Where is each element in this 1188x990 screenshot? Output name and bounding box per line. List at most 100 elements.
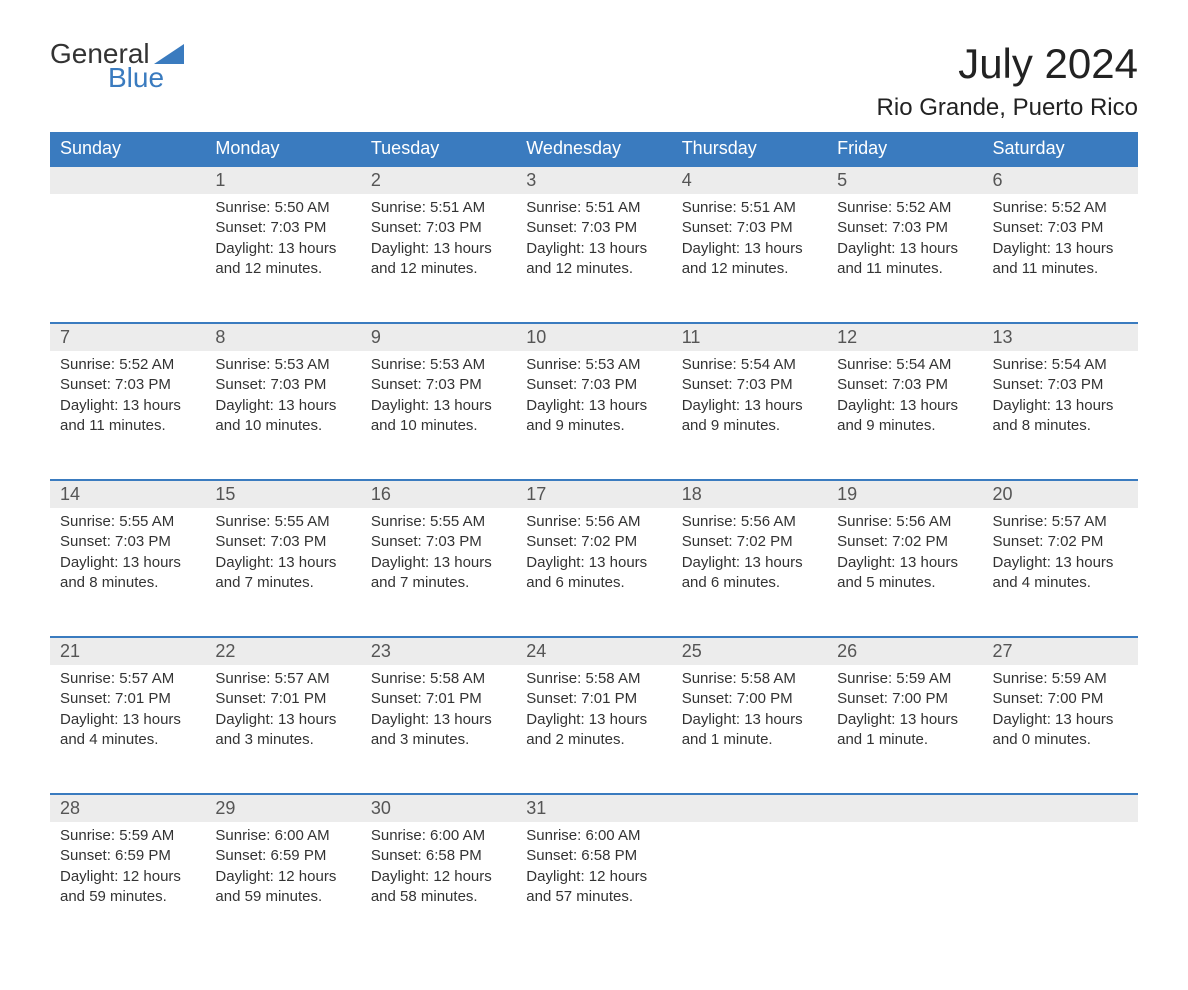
calendar-data-cell: Sunrise: 5:55 AMSunset: 7:03 PMDaylight:… [205,508,360,637]
calendar-data-cell: Sunrise: 5:58 AMSunset: 7:00 PMDaylight:… [672,665,827,794]
calendar-cell: 8 [205,323,360,351]
weekday-header: Friday [827,132,982,166]
calendar-data-cell: Sunrise: 5:56 AMSunset: 7:02 PMDaylight:… [672,508,827,637]
day-number: 25 [672,638,827,665]
day-data: Sunrise: 5:58 AMSunset: 7:01 PMDaylight:… [361,665,516,760]
calendar-data-cell: Sunrise: 5:57 AMSunset: 7:02 PMDaylight:… [983,508,1138,637]
day-data: Sunrise: 5:52 AMSunset: 7:03 PMDaylight:… [50,351,205,446]
calendar-data-cell: Sunrise: 5:51 AMSunset: 7:03 PMDaylight:… [672,194,827,323]
calendar-cell: 13 [983,323,1138,351]
calendar-cell: 31 [516,794,671,822]
daynum-row: 78910111213 [50,323,1138,351]
calendar-data-cell: Sunrise: 5:58 AMSunset: 7:01 PMDaylight:… [361,665,516,794]
calendar-cell: 24 [516,637,671,665]
day-data: Sunrise: 5:54 AMSunset: 7:03 PMDaylight:… [827,351,982,446]
calendar-cell: 7 [50,323,205,351]
day-number: 28 [50,795,205,822]
calendar-cell [50,166,205,194]
day-data: Sunrise: 5:50 AMSunset: 7:03 PMDaylight:… [205,194,360,289]
day-data: Sunrise: 5:52 AMSunset: 7:03 PMDaylight:… [827,194,982,289]
logo-line2: Blue [50,64,184,92]
day-data: Sunrise: 5:55 AMSunset: 7:03 PMDaylight:… [361,508,516,603]
day-data [50,194,205,228]
day-data [983,822,1138,856]
calendar-cell: 20 [983,480,1138,508]
calendar-cell: 27 [983,637,1138,665]
calendar-data-cell: Sunrise: 5:52 AMSunset: 7:03 PMDaylight:… [983,194,1138,323]
calendar-cell: 15 [205,480,360,508]
weekday-header-row: SundayMondayTuesdayWednesdayThursdayFrid… [50,132,1138,166]
calendar-cell: 26 [827,637,982,665]
calendar-table: SundayMondayTuesdayWednesdayThursdayFrid… [50,132,1138,950]
day-data: Sunrise: 5:56 AMSunset: 7:02 PMDaylight:… [827,508,982,603]
calendar-cell: 3 [516,166,671,194]
daydata-row: Sunrise: 5:55 AMSunset: 7:03 PMDaylight:… [50,508,1138,637]
day-data: Sunrise: 5:55 AMSunset: 7:03 PMDaylight:… [50,508,205,603]
calendar-data-cell [50,194,205,323]
calendar-cell [827,794,982,822]
calendar-data-cell: Sunrise: 5:51 AMSunset: 7:03 PMDaylight:… [516,194,671,323]
day-data: Sunrise: 6:00 AMSunset: 6:58 PMDaylight:… [516,822,671,917]
calendar-data-cell: Sunrise: 5:53 AMSunset: 7:03 PMDaylight:… [205,351,360,480]
day-data: Sunrise: 5:59 AMSunset: 7:00 PMDaylight:… [827,665,982,760]
day-number: 27 [983,638,1138,665]
calendar-data-cell: Sunrise: 6:00 AMSunset: 6:58 PMDaylight:… [361,822,516,950]
day-number: 14 [50,481,205,508]
calendar-data-cell: Sunrise: 5:51 AMSunset: 7:03 PMDaylight:… [361,194,516,323]
day-number: 18 [672,481,827,508]
day-number: 1 [205,167,360,194]
day-data: Sunrise: 5:58 AMSunset: 7:01 PMDaylight:… [516,665,671,760]
calendar-data-cell: Sunrise: 5:54 AMSunset: 7:03 PMDaylight:… [983,351,1138,480]
calendar-data-cell: Sunrise: 5:56 AMSunset: 7:02 PMDaylight:… [516,508,671,637]
day-number: 15 [205,481,360,508]
day-number: 24 [516,638,671,665]
calendar-cell [672,794,827,822]
daydata-row: Sunrise: 5:59 AMSunset: 6:59 PMDaylight:… [50,822,1138,950]
calendar-data-cell: Sunrise: 5:59 AMSunset: 7:00 PMDaylight:… [983,665,1138,794]
calendar-data-cell: Sunrise: 5:57 AMSunset: 7:01 PMDaylight:… [205,665,360,794]
day-data: Sunrise: 5:56 AMSunset: 7:02 PMDaylight:… [516,508,671,603]
day-number [50,167,205,194]
day-data: Sunrise: 5:54 AMSunset: 7:03 PMDaylight:… [672,351,827,446]
day-data [672,822,827,856]
logo: General Blue [50,40,184,92]
day-data [827,822,982,856]
weekday-header: Sunday [50,132,205,166]
calendar-data-cell: Sunrise: 5:54 AMSunset: 7:03 PMDaylight:… [827,351,982,480]
weekday-header: Monday [205,132,360,166]
title-block: July 2024 Rio Grande, Puerto Rico [877,40,1138,122]
day-data: Sunrise: 5:51 AMSunset: 7:03 PMDaylight:… [361,194,516,289]
calendar-cell: 11 [672,323,827,351]
day-number: 26 [827,638,982,665]
day-data: Sunrise: 5:53 AMSunset: 7:03 PMDaylight:… [361,351,516,446]
day-number: 3 [516,167,671,194]
calendar-data-cell: Sunrise: 6:00 AMSunset: 6:58 PMDaylight:… [516,822,671,950]
day-data: Sunrise: 5:56 AMSunset: 7:02 PMDaylight:… [672,508,827,603]
logo-triangle-icon [154,44,184,64]
calendar-cell: 2 [361,166,516,194]
header: General Blue July 2024 Rio Grande, Puert… [50,40,1138,122]
day-number: 30 [361,795,516,822]
calendar-cell: 30 [361,794,516,822]
calendar-data-cell: Sunrise: 5:59 AMSunset: 6:59 PMDaylight:… [50,822,205,950]
day-data: Sunrise: 5:53 AMSunset: 7:03 PMDaylight:… [205,351,360,446]
day-number: 12 [827,324,982,351]
day-number: 20 [983,481,1138,508]
calendar-data-cell [827,822,982,950]
daynum-row: 28293031 [50,794,1138,822]
weekday-header: Tuesday [361,132,516,166]
calendar-data-cell: Sunrise: 5:52 AMSunset: 7:03 PMDaylight:… [827,194,982,323]
day-data: Sunrise: 5:59 AMSunset: 6:59 PMDaylight:… [50,822,205,917]
weekday-header: Saturday [983,132,1138,166]
day-data: Sunrise: 5:53 AMSunset: 7:03 PMDaylight:… [516,351,671,446]
calendar-data-cell: Sunrise: 5:52 AMSunset: 7:03 PMDaylight:… [50,351,205,480]
calendar-cell: 25 [672,637,827,665]
day-number: 7 [50,324,205,351]
calendar-data-cell: Sunrise: 5:54 AMSunset: 7:03 PMDaylight:… [672,351,827,480]
calendar-cell: 23 [361,637,516,665]
calendar-cell [983,794,1138,822]
day-number: 13 [983,324,1138,351]
calendar-cell: 10 [516,323,671,351]
day-number: 19 [827,481,982,508]
calendar-cell: 21 [50,637,205,665]
